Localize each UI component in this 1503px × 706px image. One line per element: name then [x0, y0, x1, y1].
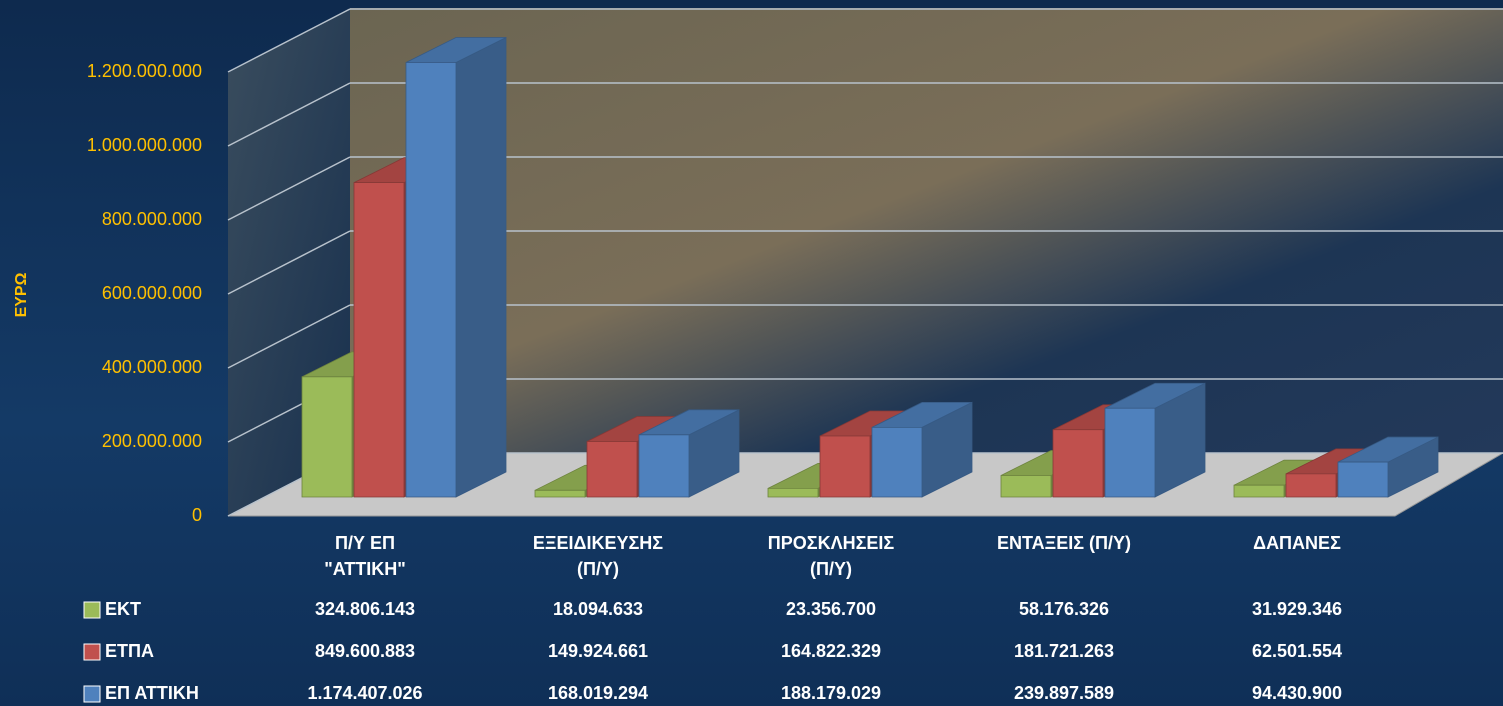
bar [871, 401, 973, 498]
grid-line [227, 230, 351, 295]
y-tick-label: 1.200.000.000 [87, 61, 202, 81]
bar-front [534, 489, 586, 498]
bar [1337, 436, 1439, 498]
y-tick-label: 400.000.000 [102, 357, 202, 377]
y-axis-label: ΕΥΡΩ [13, 272, 30, 317]
bar-front [301, 376, 353, 498]
grid-line [227, 304, 351, 369]
table-value: 188.179.029 [781, 683, 881, 703]
bar-front [405, 62, 457, 498]
table-value: 164.822.329 [781, 641, 881, 661]
bar-front [1337, 461, 1389, 498]
bar-front [1285, 473, 1337, 498]
table-value: 1.174.407.026 [307, 683, 422, 703]
bar-front [767, 487, 819, 498]
table-value: 23.356.700 [786, 599, 876, 619]
bar [405, 36, 507, 498]
x-tick-label: ΕΞΕΙΔΙΚΕΥΣΗΣ (Π/Υ) [532, 533, 664, 579]
grid-line [227, 8, 351, 73]
table-value: 31.929.346 [1252, 599, 1342, 619]
bar-side [455, 36, 507, 498]
bar-front [1233, 484, 1285, 498]
legend-label: ΕΤΠΑ [105, 641, 154, 661]
bar-front [1052, 429, 1104, 498]
legend-swatch [83, 685, 101, 703]
bar [638, 409, 740, 498]
y-tick-label: 800.000.000 [102, 209, 202, 229]
table-value: 149.924.661 [548, 641, 648, 661]
table-value: 849.600.883 [315, 641, 415, 661]
x-tick-label: Π/Υ ΕΠ "ΑΤΤΙΚΗ" [324, 533, 406, 579]
bar [1104, 382, 1206, 498]
y-tick-label: 200.000.000 [102, 431, 202, 451]
bar-front [1104, 407, 1156, 498]
y-tick-label: 0 [192, 505, 202, 525]
x-tick-label: ΕΝΤΑΞΕΙΣ (Π/Υ) [996, 533, 1132, 553]
table-value: 324.806.143 [315, 599, 415, 619]
table-value: 62.501.554 [1252, 641, 1342, 661]
table-value: 18.094.633 [553, 599, 643, 619]
table-value: 239.897.589 [1014, 683, 1114, 703]
y-tick-label: 600.000.000 [102, 283, 202, 303]
legend-label: ΕΚΤ [105, 599, 141, 619]
x-tick-label: ΠΡΟΣΚΛΗΣΕΙΣ (Π/Υ) [767, 533, 895, 579]
grid-line [227, 156, 351, 221]
legend-label: ΕΠ ΑΤΤΙΚΗ [105, 683, 199, 703]
y-tick-label: 1.000.000.000 [87, 135, 202, 155]
bar-front [819, 435, 871, 498]
table-value: 58.176.326 [1019, 599, 1109, 619]
bar-front [353, 182, 405, 498]
x-tick-label: ΔΑΠΑΝΕΣ [1253, 533, 1341, 553]
table-value: 181.721.263 [1014, 641, 1114, 661]
bar-front [586, 441, 638, 498]
table-value: 168.019.294 [548, 683, 648, 703]
bar-front [871, 426, 923, 498]
bar-front [638, 434, 690, 498]
grid-line [227, 82, 351, 147]
table-value: 94.430.900 [1252, 683, 1342, 703]
legend-swatch [83, 601, 101, 619]
bar-front [1000, 475, 1052, 498]
legend-swatch [83, 643, 101, 661]
